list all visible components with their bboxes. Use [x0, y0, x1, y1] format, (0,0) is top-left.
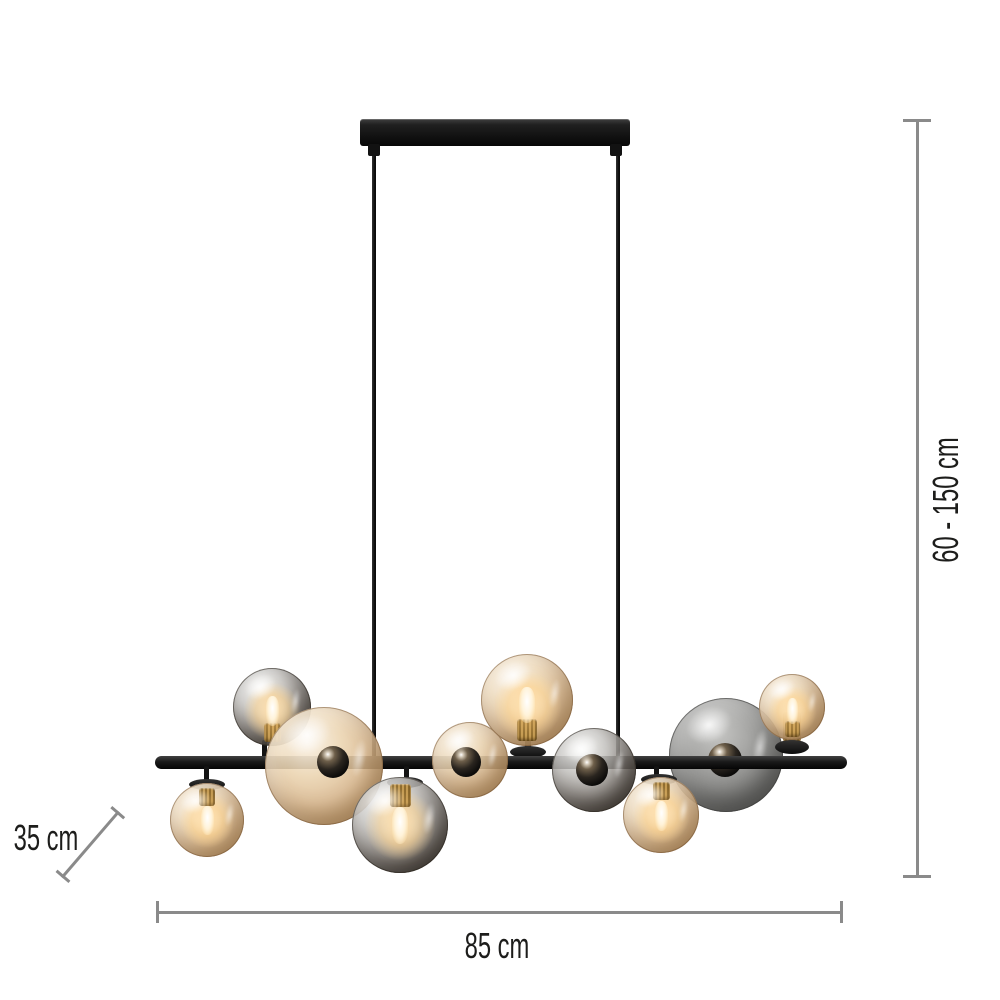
- depth-dimension-label: 35 cm: [13, 817, 79, 858]
- globe-8: [623, 777, 699, 853]
- globe-3: [265, 707, 383, 825]
- globe-4: [352, 777, 448, 873]
- globe-6: [481, 654, 573, 746]
- bulb-filament: [392, 806, 408, 844]
- height-dimension-tick-top: [903, 119, 931, 122]
- ball-joint: [317, 746, 349, 778]
- suspension-cable-right: [616, 145, 620, 761]
- width-dimension-label: 85 cm: [464, 925, 530, 966]
- mount-rod-globe-2: [262, 740, 267, 758]
- width-dimension-line: [157, 911, 842, 914]
- bulb-socket: [784, 720, 800, 737]
- mount-rod-globe-1: [204, 766, 209, 788]
- bulb-filament: [654, 800, 668, 831]
- width-dimension-tick-left: [156, 901, 159, 923]
- ceiling-mount: [360, 119, 630, 146]
- bulb-filament: [265, 696, 279, 727]
- cable-connector-left: [368, 144, 380, 156]
- bulb-socket: [517, 719, 537, 742]
- globe-5: [432, 722, 508, 798]
- bulb-filament: [200, 805, 214, 835]
- mount-disc-globe-10: [775, 740, 809, 754]
- mount-rod-globe-4: [404, 766, 409, 786]
- mount-disc-globe-6: [510, 746, 546, 758]
- bulb-filament: [786, 697, 798, 724]
- bulb-filament: [519, 687, 535, 724]
- height-dimension-label: 60 - 150 cm: [925, 437, 966, 563]
- suspension-cable-left: [372, 145, 376, 761]
- globe-7: [552, 728, 636, 812]
- cable-connector-right: [610, 144, 622, 156]
- globe-10: [759, 674, 825, 740]
- height-dimension-line: [916, 120, 919, 877]
- height-dimension-tick-bottom: [903, 875, 931, 878]
- globe-1: [170, 783, 244, 857]
- width-dimension-tick-right: [840, 901, 843, 923]
